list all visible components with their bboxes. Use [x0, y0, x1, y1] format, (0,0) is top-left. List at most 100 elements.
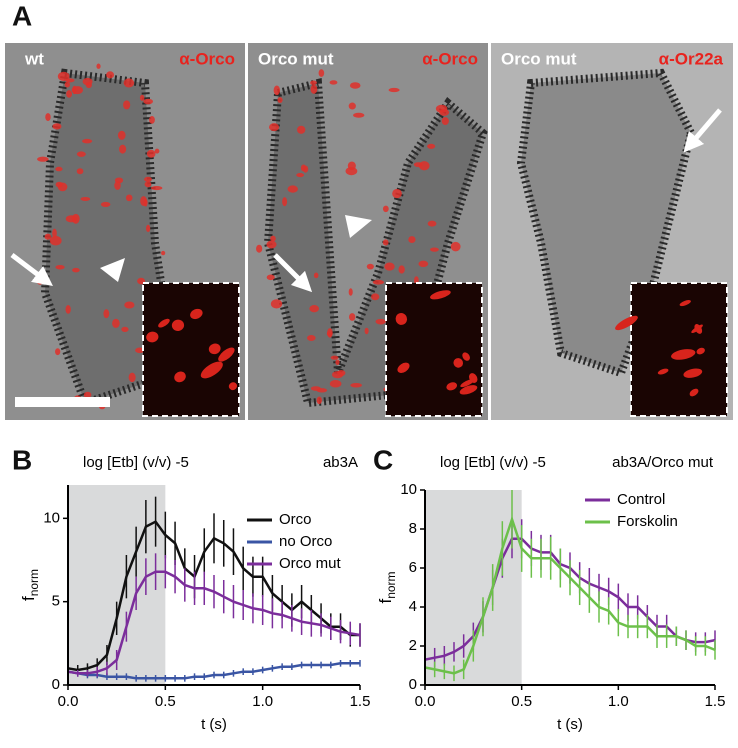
- stain-spot: [364, 327, 369, 335]
- stain-spot: [427, 220, 437, 227]
- stain-spot: [80, 196, 91, 202]
- stain-spot: [124, 301, 135, 309]
- stain-spot: [335, 359, 340, 366]
- stain-spot: [371, 293, 380, 301]
- stain-spot: [96, 63, 101, 69]
- stain-spot: [161, 250, 166, 256]
- panel-label: B: [12, 444, 32, 475]
- stain-spot: [52, 228, 57, 239]
- inset-spot: [208, 343, 221, 355]
- stain-spot: [266, 240, 277, 249]
- series-line: [67, 570, 361, 675]
- arrowhead: [345, 215, 372, 238]
- stain-spot: [297, 125, 306, 134]
- arrowhead: [100, 258, 125, 282]
- stain-spot: [143, 98, 154, 105]
- inset-spot: [446, 382, 458, 391]
- stain-spot: [45, 113, 51, 122]
- legend-label: Forskolin: [617, 513, 678, 530]
- stain-spot: [72, 267, 80, 273]
- stain-spot: [329, 80, 338, 85]
- inset: [142, 282, 240, 417]
- x-axis-label: t (s): [201, 716, 227, 733]
- series-line: [67, 662, 360, 680]
- stain-spot: [37, 156, 49, 162]
- y-axis-label-main: f: [376, 599, 395, 604]
- inset-spot: [462, 352, 470, 361]
- panel-label: C: [373, 444, 393, 475]
- stain-spot: [270, 235, 276, 242]
- y-axis-label-main: f: [19, 596, 38, 601]
- inset-spot: [200, 361, 223, 379]
- y-axis-label: fnorm: [19, 569, 41, 601]
- stain-spot: [418, 260, 429, 268]
- stain-spot: [65, 78, 75, 83]
- stain-spot: [348, 102, 356, 110]
- stain-spot: [52, 123, 62, 130]
- stain-spot: [441, 117, 449, 126]
- genotype-label: wt: [24, 49, 44, 68]
- y-tick-label: 5: [52, 593, 60, 610]
- stain-spot: [256, 244, 263, 253]
- image: Orco mut α-Or22a: [491, 43, 733, 420]
- stain-spot: [146, 224, 151, 233]
- stain-spot: [57, 71, 70, 82]
- stain-spot: [106, 71, 115, 79]
- stain-spot: [418, 161, 430, 171]
- stain-spot: [100, 201, 111, 208]
- annotation: log [Etb] (v/v) -5: [83, 454, 189, 471]
- stain-spot: [55, 166, 63, 172]
- stain-spot: [144, 176, 152, 182]
- subtitle: ab3A/Orco mut: [612, 454, 714, 471]
- stain-spot: [150, 186, 163, 191]
- arrow: [10, 253, 53, 287]
- stain-spot: [266, 274, 275, 281]
- inset-spot: [158, 318, 170, 328]
- scale-bar: [15, 397, 110, 407]
- stain-spot: [372, 279, 385, 285]
- y-axis-label-sub: norm: [384, 571, 398, 598]
- legend-label: Orco mut: [279, 555, 342, 572]
- panel-label: A: [12, 0, 32, 31]
- stain-spot: [270, 299, 283, 309]
- stain-spot: [349, 82, 361, 89]
- inset-spot: [395, 313, 408, 325]
- y-tick-label: 2: [409, 637, 417, 654]
- stain-spot: [382, 205, 389, 213]
- stain-spot: [375, 318, 386, 325]
- stain-spot: [382, 239, 389, 246]
- stain-spot: [329, 380, 342, 388]
- x-tick-label: 0.5: [155, 693, 176, 710]
- x-tick-label: 0.0: [415, 693, 436, 710]
- genotype-label: Orco mut: [258, 49, 334, 68]
- inset-spot: [190, 308, 203, 320]
- stain-spot: [430, 247, 439, 252]
- stain-spot: [71, 213, 80, 224]
- inset-spot: [397, 362, 410, 373]
- inset-spot: [218, 347, 235, 362]
- inset-spot: [469, 373, 478, 383]
- stain-spot: [114, 181, 121, 190]
- stain-spot: [310, 84, 318, 94]
- stain-spot: [144, 181, 152, 188]
- stain-spot: [349, 313, 356, 321]
- stain-spot: [337, 369, 346, 377]
- stain-spot: [273, 85, 280, 96]
- inset-spot: [174, 371, 186, 383]
- inset-spot: [430, 290, 451, 300]
- y-axis-label: fnorm: [376, 571, 398, 603]
- stain-spot: [82, 77, 93, 86]
- stain-spot: [112, 318, 120, 329]
- x-tick-label: 1.5: [350, 693, 371, 710]
- stain-spot: [83, 391, 92, 398]
- y-tick-label: 0: [52, 676, 60, 693]
- stain-spot: [135, 347, 145, 354]
- stain-spot: [49, 235, 62, 246]
- stain-spot: [366, 263, 374, 270]
- inset-spot: [691, 324, 703, 333]
- stain-spot: [348, 288, 353, 296]
- stain-spot: [309, 305, 319, 313]
- stain-spot: [117, 130, 126, 140]
- microscopy-panel: wt α-Orco Orco mut α-Orco Orco mut α-Or22a: [5, 43, 733, 420]
- inset-spot: [228, 382, 238, 391]
